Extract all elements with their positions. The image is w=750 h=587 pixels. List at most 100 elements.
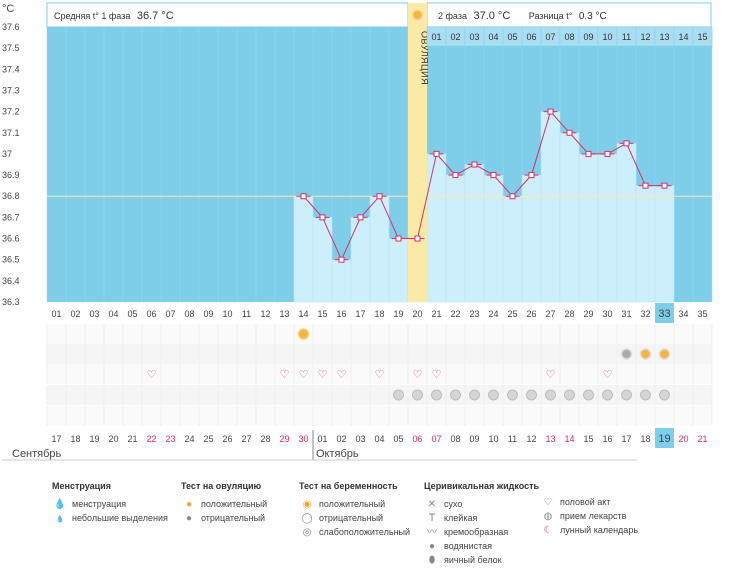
pill-icon[interactable] — [583, 389, 594, 401]
pill-icon[interactable] — [507, 389, 518, 401]
pill-icon[interactable] — [393, 389, 404, 401]
calendar-date[interactable]: 12 — [526, 434, 536, 444]
heart-icon[interactable]: ♡ — [337, 369, 347, 381]
cycle-day-label: 34 — [678, 309, 688, 319]
pill-icon[interactable] — [488, 389, 499, 401]
heart-icon[interactable]: ♡ — [375, 369, 385, 381]
calendar-date[interactable]: 08 — [450, 434, 460, 444]
pill-icon[interactable] — [450, 389, 461, 401]
pill-icon[interactable] — [545, 389, 556, 401]
cycle-day-label: 28 — [564, 309, 574, 319]
cycle-day-label: 07 — [165, 309, 175, 319]
calendar-date[interactable]: 04 — [374, 434, 384, 444]
cycle-day-label: 08 — [184, 309, 194, 319]
temperature-point[interactable] — [433, 150, 440, 157]
calendar-date[interactable]: 28 — [260, 434, 270, 444]
calendar-date[interactable]: 01 — [317, 434, 327, 444]
calendar-date[interactable]: 19 — [658, 433, 670, 445]
temperature-point[interactable] — [338, 256, 345, 263]
heart-icon[interactable]: ♡ — [546, 369, 556, 381]
temperature-point[interactable] — [395, 235, 402, 242]
heart-icon[interactable]: ♡ — [299, 369, 309, 381]
temperature-point[interactable] — [528, 172, 535, 179]
pill-icon[interactable] — [659, 389, 670, 401]
marker-row — [47, 364, 712, 384]
pill-icon[interactable] — [431, 389, 442, 401]
pill-icon[interactable] — [469, 389, 480, 401]
temperature-point[interactable] — [566, 129, 573, 136]
calendar-date[interactable]: 29 — [279, 434, 289, 444]
temperature-point[interactable] — [642, 182, 649, 189]
pill-icon[interactable] — [412, 389, 423, 401]
calendar-date[interactable]: 24 — [184, 434, 194, 444]
temperature-point[interactable] — [490, 172, 497, 179]
calendar-date[interactable]: 26 — [222, 434, 232, 444]
calendar-date[interactable]: 17 — [51, 434, 61, 444]
pill-icon[interactable] — [602, 389, 613, 401]
temperature-point[interactable] — [471, 161, 478, 168]
calendar-date[interactable]: 02 — [336, 434, 346, 444]
heart-icon[interactable]: ♡ — [432, 369, 442, 381]
pill-icon[interactable] — [526, 389, 537, 401]
calendar-date[interactable]: 14 — [564, 434, 574, 444]
calendar-date[interactable]: 05 — [393, 434, 403, 444]
cycle-day-label: 30 — [602, 309, 612, 319]
pill-icon[interactable] — [564, 389, 575, 401]
legend-label: кремообразная — [444, 527, 509, 537]
heart-icon[interactable]: ♡ — [280, 369, 290, 381]
heart-icon[interactable]: ♡ — [413, 369, 423, 381]
pregnancy-test-icon[interactable] — [620, 348, 633, 360]
calendar-date[interactable]: 22 — [146, 434, 156, 444]
heart-icon[interactable]: ♡ — [318, 369, 328, 381]
calendar-date[interactable]: 09 — [469, 434, 479, 444]
temperature-point[interactable] — [300, 193, 307, 200]
temperature-bar — [350, 217, 371, 303]
heart-icon[interactable]: ♡ — [603, 369, 613, 381]
temperature-point[interactable] — [414, 235, 421, 242]
calendar-date[interactable]: 19 — [89, 434, 99, 444]
calendar-date[interactable]: 25 — [203, 434, 213, 444]
calendar-date[interactable]: 30 — [298, 434, 308, 444]
temperature-point[interactable] — [509, 193, 516, 200]
calendar-date[interactable]: 16 — [602, 434, 612, 444]
heart-icon[interactable]: ♡ — [147, 369, 157, 381]
calendar-date[interactable]: 20 — [108, 434, 118, 444]
temperature-point[interactable] — [357, 214, 364, 221]
pill-icon[interactable] — [621, 389, 632, 401]
calendar-date[interactable]: 17 — [621, 434, 631, 444]
calendar-date[interactable]: 15 — [583, 434, 593, 444]
temperature-point[interactable] — [452, 172, 459, 179]
calendar-date[interactable]: 10 — [488, 434, 498, 444]
calendar-date[interactable]: 21 — [697, 434, 707, 444]
pregnancy-test-icon[interactable] — [658, 348, 671, 360]
calendar-date[interactable]: 07 — [431, 434, 441, 444]
temperature-point[interactable] — [376, 193, 383, 200]
legend-item: ◯ отрицательный — [299, 511, 410, 525]
calendar-date[interactable]: 21 — [127, 434, 137, 444]
pill-icon[interactable] — [640, 389, 651, 401]
temperature-point[interactable] — [604, 150, 611, 157]
calendar-date[interactable]: 03 — [355, 434, 365, 444]
calendar-date[interactable]: 13 — [545, 434, 555, 444]
calendar-date[interactable]: 18 — [70, 434, 80, 444]
temperature-point[interactable] — [547, 108, 554, 115]
legend-label: лунный календарь — [560, 525, 639, 535]
pregnancy-positive-icon: ◉ — [302, 499, 312, 510]
temperature-point[interactable] — [661, 182, 668, 189]
calendar-date[interactable]: 06 — [412, 434, 422, 444]
calendar-date[interactable]: 18 — [640, 434, 650, 444]
temperature-point[interactable] — [585, 150, 592, 157]
temperature-point[interactable] — [319, 214, 326, 221]
cycle-day-label: 14 — [298, 309, 308, 319]
pregnancy-test-icon[interactable] — [639, 348, 652, 360]
calendar-date[interactable]: 20 — [678, 434, 688, 444]
legend-label: небольшие выделения — [72, 513, 168, 523]
temperature-point[interactable] — [623, 140, 630, 147]
temperature-bar — [483, 174, 504, 303]
calendar-date[interactable]: 11 — [508, 434, 517, 444]
calendar-date[interactable]: 27 — [241, 434, 251, 444]
cycle-day-label: 09 — [203, 309, 213, 319]
ovulation-positive-icon[interactable] — [297, 328, 310, 340]
y-tick-label: 37.6 — [2, 22, 20, 32]
calendar-date[interactable]: 23 — [165, 434, 175, 444]
